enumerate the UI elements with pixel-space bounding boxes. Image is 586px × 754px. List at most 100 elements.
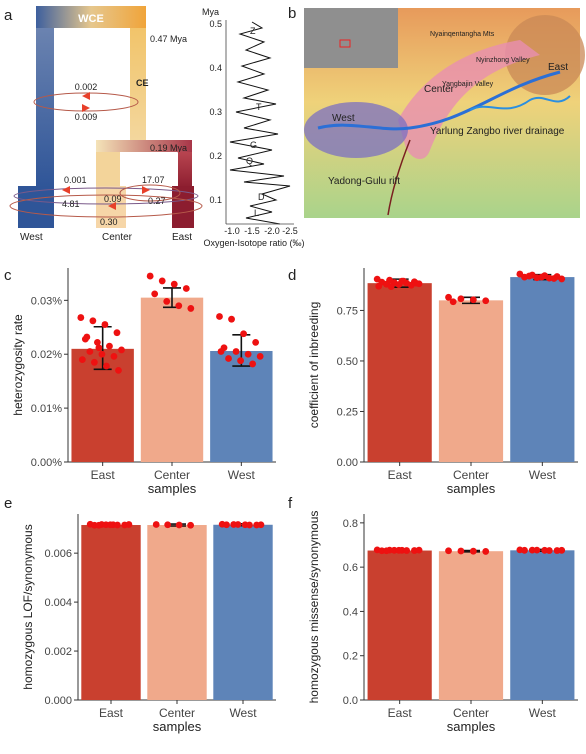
bar-west [213, 524, 273, 700]
migration-arrow-ce-icon [142, 186, 150, 194]
mig-ce-down: 0.27 [148, 196, 166, 206]
map-label-center: Center [424, 84, 455, 95]
y-tick-label: 0.8 [343, 518, 358, 530]
y-tick-label: 0.02% [31, 349, 62, 361]
data-point [101, 321, 109, 328]
ce-branch [130, 28, 146, 146]
x-axis-label: samples [153, 719, 202, 734]
x-tick-label: East [388, 468, 413, 482]
bar-west [510, 277, 575, 462]
data-point [223, 521, 230, 529]
data-point [164, 521, 172, 529]
data-point [457, 547, 465, 555]
data-point [175, 302, 183, 310]
x-axis-label: samples [148, 481, 197, 496]
map-label-yadong: Yadong-Gulu rift [328, 176, 400, 187]
tip-east: East [172, 232, 192, 243]
y-tick-label: 0.4 [343, 606, 358, 618]
mig-wc-up: 0.001 [64, 175, 87, 185]
isotope-marker-q: Q [246, 156, 253, 166]
data-point [390, 546, 398, 554]
migration-arrow-right-icon [82, 104, 90, 112]
data-point [225, 355, 232, 362]
data-point [249, 360, 257, 368]
data-point [445, 293, 452, 301]
data-point [232, 348, 240, 355]
y-tick-label: 0.25 [337, 406, 358, 418]
panel-e-letter: e [4, 495, 12, 512]
data-point [234, 521, 242, 528]
data-point [445, 547, 452, 555]
x-tick-label: West [228, 468, 256, 482]
migration-arrow-c-icon [108, 202, 116, 210]
panel-c-letter: c [4, 267, 12, 284]
y-tick-label: 0.006 [44, 548, 72, 560]
isotope-marker-g: G [250, 140, 257, 150]
y-tick-label: 0.00 [337, 457, 358, 469]
data-point [240, 330, 247, 338]
y-tick-label: 0.03% [31, 295, 62, 307]
data-point [170, 280, 178, 288]
isotope-curve [229, 21, 291, 225]
data-point [403, 547, 411, 554]
river-yarlung [317, 70, 561, 131]
data-point [383, 547, 390, 555]
x-tick-label: West [529, 468, 557, 482]
x-tick-label: Center [154, 468, 190, 482]
time-047: 0.47 Mya [150, 34, 187, 44]
data-point [228, 315, 235, 323]
panel-a-demography: a WCE CE 0.47 Mya 0.19 Mya 0.002 0.009 0… [4, 6, 203, 243]
data-point [125, 521, 133, 528]
isotope-ytick: 0.1 [209, 195, 222, 205]
tip-center: Center [102, 232, 133, 243]
data-point [469, 547, 477, 555]
isotope-marker-l: L [254, 208, 259, 218]
west-tip-block [18, 186, 54, 228]
y-tick-label: 0.50 [337, 356, 358, 368]
data-point [237, 357, 244, 365]
data-point [152, 521, 160, 528]
data-point [528, 546, 536, 554]
time-019: 0.19 Mya [150, 143, 187, 153]
mig-top-up: 0.002 [75, 82, 98, 92]
isotope-xtick: -1.5 [244, 226, 260, 236]
data-point [216, 313, 223, 320]
panel-a-letter: a [4, 7, 13, 24]
data-point [106, 521, 114, 529]
data-point [533, 546, 541, 554]
bar-center [438, 551, 504, 700]
data-point [449, 298, 457, 306]
isotope-ytick: 0.4 [209, 63, 222, 73]
wce-block [36, 6, 146, 28]
map-label-nyinzhong: Nyinzhong Valley [476, 57, 530, 64]
data-point [550, 275, 558, 282]
data-point [558, 275, 566, 283]
data-point [187, 305, 195, 312]
bar-east [81, 525, 141, 700]
x-axis-label: samples [447, 719, 496, 734]
x-tick-label: Center [453, 706, 489, 720]
ce-split-bar [96, 140, 192, 152]
data-point [558, 546, 566, 554]
migration-ellipse-wc [13, 187, 199, 205]
ce-label: CE [136, 78, 149, 88]
data-point [89, 317, 97, 325]
data-point [77, 314, 85, 321]
x-tick-label: West [229, 706, 257, 720]
mig-c-down: 0.30 [100, 217, 118, 227]
x-tick-label: West [529, 706, 557, 720]
x-tick-label: East [388, 706, 413, 720]
data-point [387, 283, 395, 290]
data-point [110, 352, 118, 360]
panel-c-heterozygosity: c 0.00% 0.01% 0.02% 0.03% East Center West samp… [4, 267, 276, 496]
data-point [415, 546, 423, 554]
west-region [304, 102, 408, 158]
panel-b-letter: b [288, 5, 296, 22]
panel-d-inbreeding: d 0.00 0.25 0.50 0.75 East Center West samples c… [288, 267, 578, 496]
bar-east [367, 550, 432, 700]
migration-arrow-left-icon [82, 92, 90, 100]
y-axis-label: homozygous missense/synonymous [307, 511, 321, 704]
inset-map [304, 8, 398, 68]
x-tick-label: Center [453, 468, 489, 482]
